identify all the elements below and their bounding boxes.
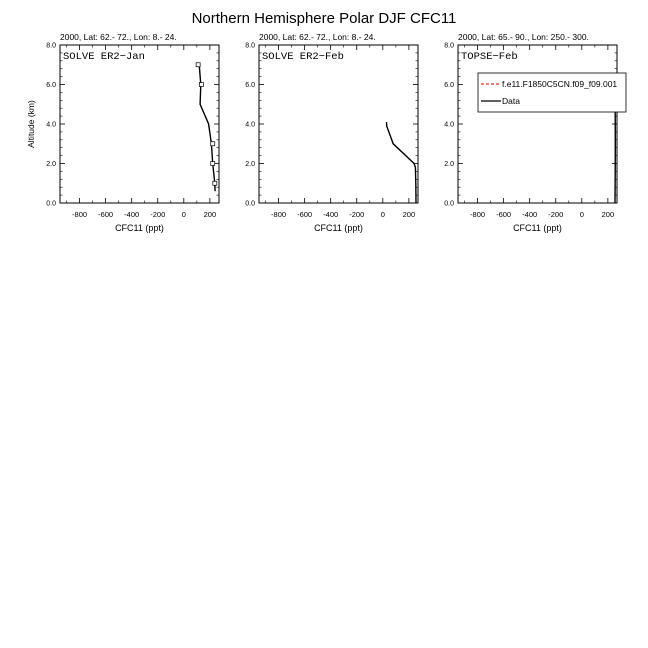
x-tick-label: -400 (323, 210, 338, 219)
data-line (198, 64, 216, 192)
legend-label: f.e11.F1850C5CN.f09_f09.001 (502, 79, 617, 89)
legend: f.e11.F1850C5CN.f09_f09.001 Data (477, 72, 627, 113)
x-tick-label: 200 (403, 210, 416, 219)
y-tick-label: 2.0 (245, 161, 255, 168)
campaign-label: TOPSE−Feb (461, 51, 518, 63)
y-tick-label: 8.0 (46, 43, 56, 50)
x-tick-label: -600 (297, 210, 312, 219)
data-marker (210, 161, 216, 166)
x-tick-label: -200 (548, 210, 563, 219)
plot-frame (59, 44, 220, 204)
data-marker (210, 141, 216, 147)
x-axis-label: CFC11 (ppt) (115, 223, 164, 233)
x-axis-label: CFC11 (ppt) (314, 223, 363, 233)
x-tick-label: -800 (470, 210, 485, 219)
data-marker (199, 82, 204, 87)
campaign-label: SOLVE ER2−Jan (63, 51, 145, 63)
chart-panel-2: 2000, Lat: 62.- 72., Lon: 8.- 24. SOLVE E… (245, 32, 419, 233)
y-tick-label: 0.0 (245, 201, 255, 208)
y-axis-label: Altitude (km) (26, 100, 36, 148)
x-tick-label: 0 (381, 210, 385, 219)
panel-subtitle: 2000, Lat: 62.- 72., Lon: 8.- 24. (60, 32, 177, 42)
campaign-label: SOLVE ER2−Feb (262, 51, 344, 63)
y-tick-label: 2.0 (46, 161, 56, 168)
x-tick-label: -800 (72, 210, 87, 219)
data-line (385, 121, 417, 204)
y-tick-label: 8.0 (444, 43, 454, 50)
y-tick-label: 8.0 (245, 43, 255, 50)
y-tick-label: 0.0 (46, 201, 56, 208)
x-tick-label: -200 (150, 210, 165, 219)
plot-frame (457, 44, 618, 204)
y-tick-label: 4.0 (245, 122, 255, 129)
x-tick-label: 0 (182, 210, 186, 219)
x-axis-label: CFC11 (ppt) (513, 223, 562, 233)
plot-frame (258, 44, 419, 204)
y-tick-label: 0.0 (444, 201, 454, 208)
x-tick-label: -600 (98, 210, 113, 219)
figure-title: Northern Hemisphere Polar DJF CFC11 (192, 10, 457, 27)
data-marker (195, 62, 201, 68)
x-tick-label: 0 (580, 210, 584, 219)
legend-box (477, 72, 627, 113)
x-tick-label: 200 (602, 210, 615, 219)
data-marker (212, 180, 218, 186)
y-tick-label: 6.0 (245, 82, 255, 89)
x-tick-label: -200 (349, 210, 364, 219)
y-tick-label: 2.0 (444, 161, 454, 168)
chart-panel-1: 2000, Lat: 62.- 72., Lon: 8.- 24. SOLVE E… (26, 32, 220, 233)
x-tick-label: -600 (496, 210, 511, 219)
x-tick-label: -400 (124, 210, 139, 219)
y-tick-label: 4.0 (444, 122, 454, 129)
panel-subtitle: 2000, Lat: 62.- 72., Lon: 8.- 24. (259, 32, 376, 42)
chart-panel-3: 2000, Lat: 65.- 90., Lon: 250.- 300. TOPS… (444, 32, 627, 233)
x-tick-label: -400 (522, 210, 537, 219)
y-tick-label: 6.0 (46, 82, 56, 89)
legend-label: Data (502, 96, 520, 106)
y-tick-label: 6.0 (444, 82, 454, 89)
y-tick-label: 4.0 (46, 122, 56, 129)
panel-subtitle: 2000, Lat: 65.- 90., Lon: 250.- 300. (458, 32, 589, 42)
x-tick-label: -800 (271, 210, 286, 219)
x-tick-label: 200 (204, 210, 217, 219)
